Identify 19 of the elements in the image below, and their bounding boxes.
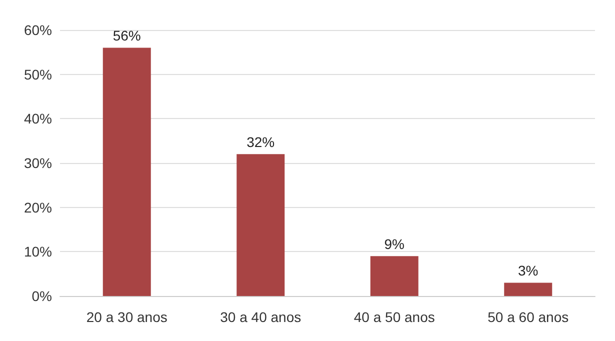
bar <box>236 154 285 296</box>
x-tick-label: 30 a 40 anos <box>220 309 302 325</box>
y-tick-label: 20% <box>24 199 52 216</box>
data-label: 32% <box>246 134 275 150</box>
y-tick-label: 60% <box>24 22 52 38</box>
x-tick-label: 40 a 50 anos <box>354 309 435 325</box>
y-tick-label: 0% <box>32 288 52 304</box>
bar <box>370 256 418 296</box>
data-label: 56% <box>112 28 141 44</box>
y-tick-label: 10% <box>24 244 52 260</box>
data-label: 9% <box>384 236 404 252</box>
x-tick-label: 50 a 60 anos <box>488 309 569 325</box>
bar <box>504 282 552 296</box>
y-tick-label: 40% <box>24 110 52 127</box>
x-tick-label: 20 a 30 anos <box>86 309 168 325</box>
y-tick-label: 30% <box>24 155 52 171</box>
data-label: 3% <box>518 262 538 279</box>
bar <box>102 48 151 296</box>
y-tick-label: 50% <box>24 66 52 82</box>
